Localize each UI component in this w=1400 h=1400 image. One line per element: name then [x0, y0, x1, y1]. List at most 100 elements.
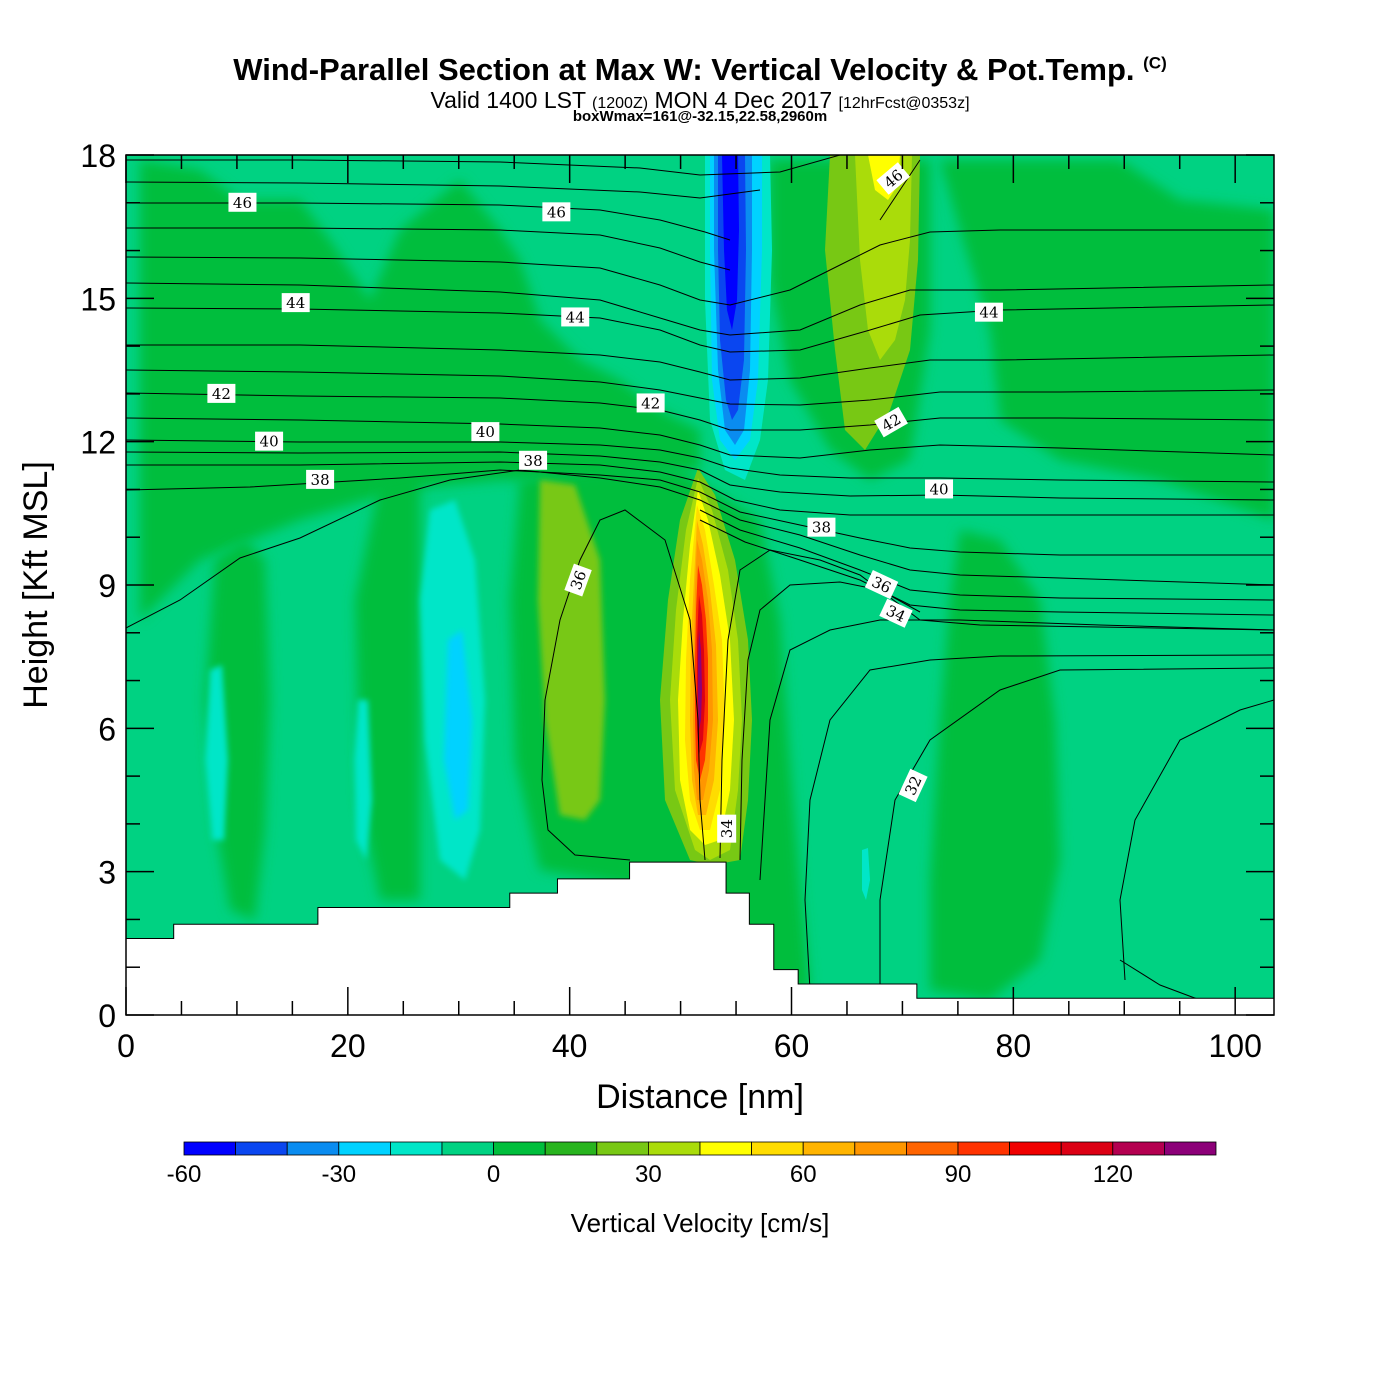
colorbar-swatch	[1112, 1141, 1165, 1156]
theta-label-box	[925, 479, 954, 499]
colorbar-tick-label: -30	[321, 1161, 356, 1188]
theta-label-text: 40	[260, 433, 279, 451]
theta-contour-label: 40	[925, 479, 954, 499]
colorbar-swatch	[493, 1141, 546, 1156]
theta-label-box	[471, 422, 500, 442]
theta-label-box	[564, 563, 592, 597]
theta-label-text: 40	[929, 480, 948, 498]
theta-contour-label: 44	[974, 302, 1003, 322]
valid-date: MON 4 Dec 2017	[654, 87, 833, 113]
x-tick-label: 100	[1208, 1028, 1261, 1064]
theta-label-text: 46	[233, 194, 252, 212]
theta-contour-label: 34	[717, 814, 737, 843]
theta-label-box	[228, 192, 257, 212]
x-axis: 0 20 40 60 80 100	[117, 155, 1262, 1064]
downdraft-small-20nm	[205, 665, 228, 840]
theta-contour-label: 38	[519, 450, 548, 470]
colorbar-swatch	[854, 1141, 907, 1156]
colorbar-swatch	[286, 1141, 340, 1156]
theta-line-42a	[126, 369, 1274, 406]
colorbar-swatch	[1060, 1141, 1114, 1156]
theta-label-box	[207, 383, 236, 403]
x-tick-label: 0	[117, 1028, 135, 1064]
x-tick-label: 40	[552, 1028, 588, 1064]
theta-label-box	[281, 293, 310, 313]
theta-contour-label: 38	[807, 517, 836, 537]
theta-label-text: 40	[476, 423, 495, 441]
colorbar: -60 -30 0 30 60 90 120	[167, 1141, 1217, 1188]
theta-line-39	[126, 461, 1274, 516]
theta-label-text: 38	[311, 471, 330, 489]
downdraft-small-35nm	[354, 700, 372, 860]
colorbar-swatch	[183, 1141, 236, 1156]
valid-time: Valid 1400 LST	[430, 87, 586, 113]
theta-line-41	[126, 417, 1274, 459]
colorbar-swatch	[699, 1141, 752, 1156]
theta-label-box	[519, 450, 548, 470]
colorbar-swatch	[235, 1141, 288, 1156]
theta-line-35	[719, 549, 1274, 859]
theta-label-text: 44	[286, 294, 305, 312]
chart-subtitle: Valid 1400 LST (1200Z) MON 4 Dec 2017 [1…	[0, 87, 1400, 114]
theta-line-45	[126, 227, 731, 271]
theta-line-46b	[879, 159, 921, 221]
theta-label-box	[561, 307, 590, 327]
colorbar-swatch	[338, 1141, 391, 1156]
theta-label-box	[879, 598, 913, 628]
colorbar-swatch	[906, 1141, 959, 1156]
theta-label-text: 44	[979, 304, 998, 322]
theta-line-32	[879, 667, 1274, 990]
theta-line-34b	[759, 619, 1274, 881]
theta-line-31	[1119, 699, 1274, 981]
theta-label-box	[542, 202, 571, 222]
x-axis-title: Distance [nm]	[596, 1078, 804, 1116]
theta-label-text: 42	[212, 385, 231, 403]
updraft-upper-right	[940, 160, 1274, 520]
plot-area	[126, 155, 1274, 1015]
theta-label-text: 42	[641, 394, 660, 412]
theta-label-box	[255, 431, 284, 451]
theta-label-text: 46	[547, 203, 566, 221]
y-axis-title: Height [Kft MSL]	[17, 461, 55, 709]
theta-label-box	[974, 302, 1003, 322]
theta-line-48	[126, 155, 841, 176]
theta-label-box	[874, 406, 908, 438]
theta-contour-label: 42	[636, 393, 665, 413]
updraft-main-max	[698, 630, 702, 730]
copyright-mark: (C)	[1143, 53, 1167, 73]
theta-line-44b	[126, 282, 1274, 336]
potential-temperature-contours	[126, 155, 1274, 1001]
theta-line-44c	[126, 304, 1274, 353]
theta-line-38a	[126, 469, 1274, 556]
x-tick-label: 20	[330, 1028, 366, 1064]
updraft-band-right	[930, 530, 1060, 1000]
updraft-band-left	[140, 160, 700, 620]
vertical-velocity-field	[140, 155, 1274, 1000]
boxwmax-text: boxWmax=161@-32.15,22.58,2960m	[572, 108, 828, 125]
theta-contour-label: 42	[207, 383, 236, 403]
colorbar-tick-label: 60	[790, 1161, 817, 1188]
colorbar-swatch	[1009, 1141, 1062, 1156]
theta-label-box	[306, 469, 335, 489]
theta-line-33	[804, 654, 1274, 991]
updraft-30-level	[538, 480, 605, 820]
colorbar-tick-label: 0	[487, 1161, 500, 1188]
downdraft-plume-upper-60	[722, 155, 739, 330]
terrain-mask	[126, 861, 1274, 1015]
y-tick-label: 12	[80, 425, 116, 461]
theta-contour-label: 40	[255, 431, 284, 451]
updraft-small-lower-right	[862, 848, 870, 900]
forecast-info: [12hrFcst@0353z]	[838, 95, 970, 112]
x-tick-label: 80	[996, 1028, 1032, 1064]
chart-title: Wind-Parallel Section at Max W: Vertical…	[0, 52, 1400, 88]
theta-line-47	[126, 181, 761, 199]
theta-label-box	[717, 814, 737, 843]
theta-contour-label: 36	[564, 563, 592, 597]
theta-label-box	[864, 570, 899, 600]
colorbar-tick-label: 120	[1093, 1161, 1133, 1188]
theta-label-box	[876, 162, 911, 195]
y-tick-label: 0	[98, 998, 116, 1034]
y-tick-label: 15	[80, 281, 116, 317]
